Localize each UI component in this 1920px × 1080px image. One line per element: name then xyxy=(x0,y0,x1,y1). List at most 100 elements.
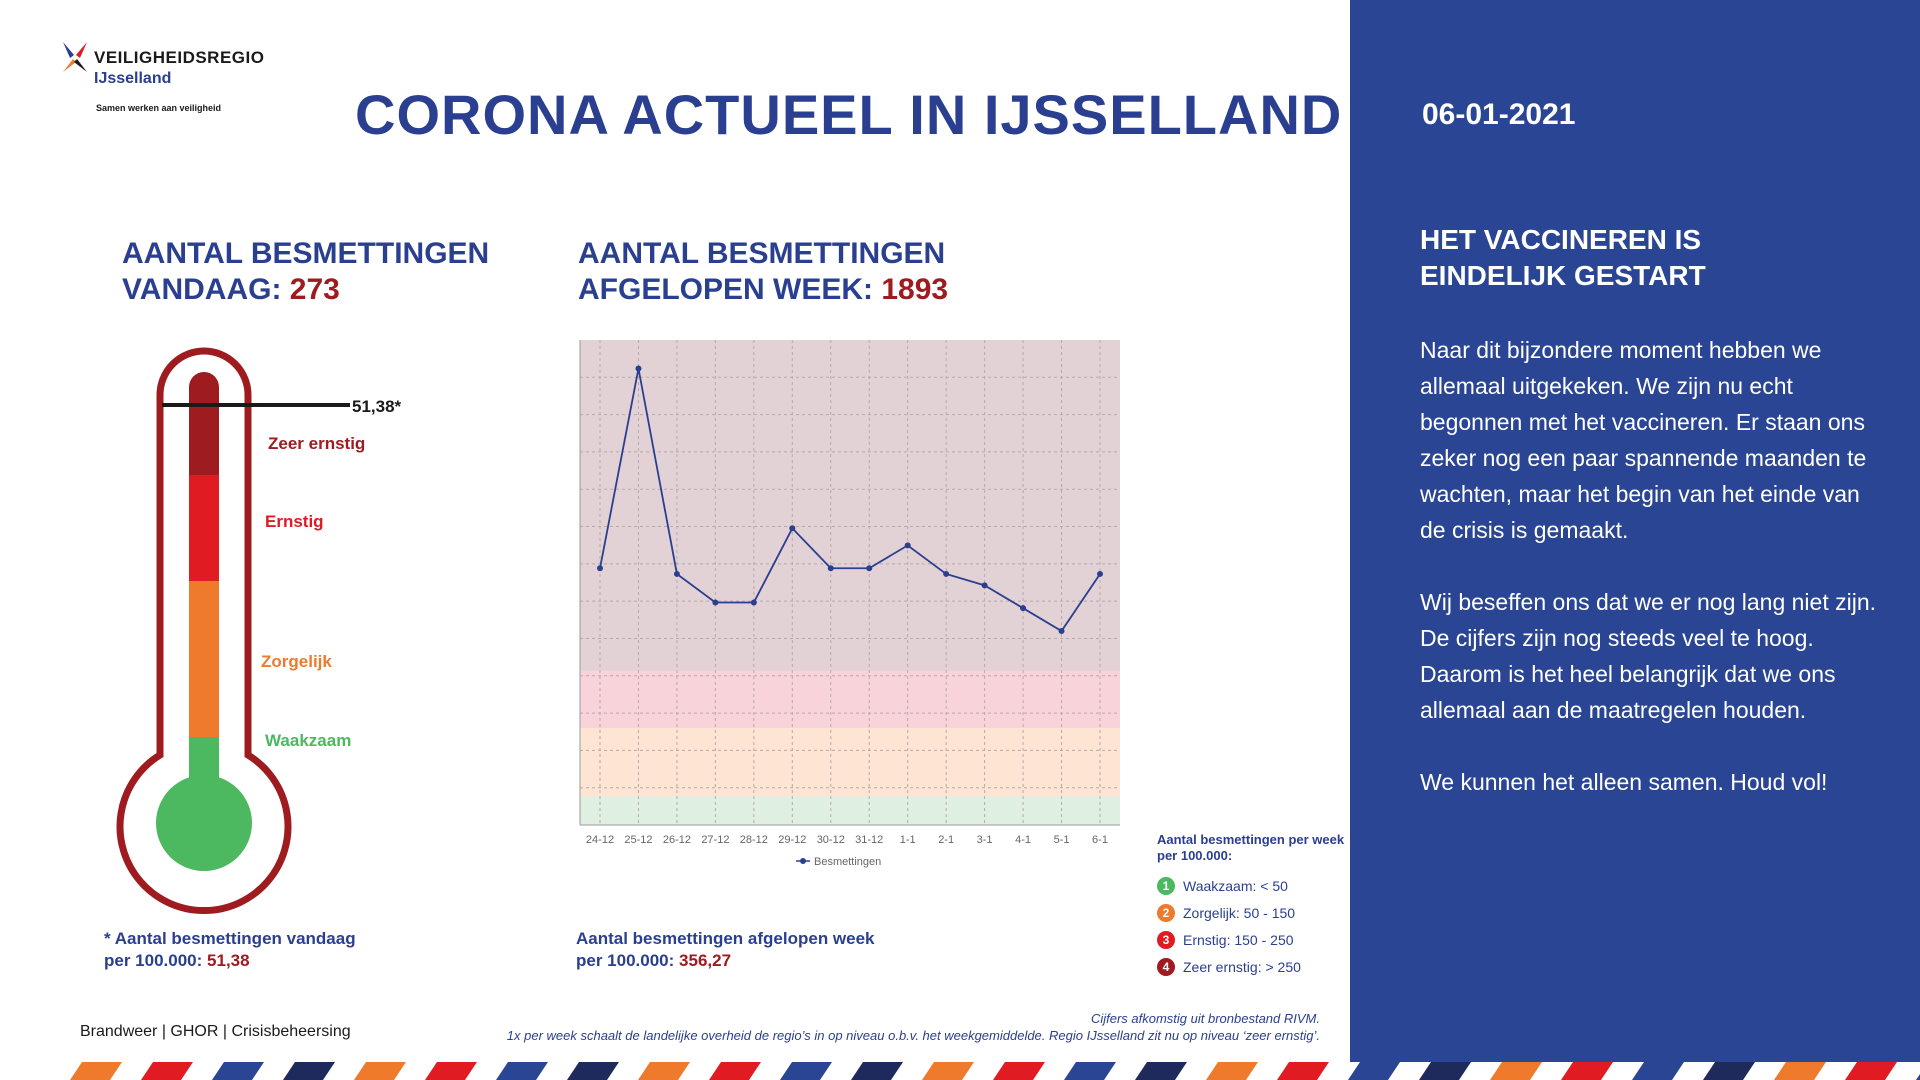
stripe-segment xyxy=(1135,1062,1187,1080)
chart-band xyxy=(580,796,1120,825)
legend-item-text: Zorgelijk: 50 - 150 xyxy=(1183,904,1296,921)
chart-data-point xyxy=(1058,628,1065,634)
legend-item-zeer-ernstig: 4 Zeer ernstig: > 250 xyxy=(1157,953,1347,980)
chart-legend-marker xyxy=(800,858,806,864)
chart-series-line xyxy=(599,368,1101,633)
chart-x-tick-label: 24-12 xyxy=(586,834,614,846)
week-footnote-label: per 100.000: xyxy=(576,951,675,970)
level-legend: Aantal besmettingen per week per 100.000… xyxy=(1157,832,1347,980)
stripe-segment xyxy=(851,1062,903,1080)
week-label-line1: AANTAL BESMETTINGEN xyxy=(578,237,946,270)
stripe-segment xyxy=(1561,1062,1613,1080)
chart-data-point xyxy=(597,565,603,572)
week-value: 1893 xyxy=(881,273,949,306)
week-label-line2: AFGELOPEN WEEK: xyxy=(578,273,874,306)
chart-x-tick-label: 6-1 xyxy=(1092,834,1108,846)
legend-number-badge: 2 xyxy=(1157,903,1175,922)
stripe-segment xyxy=(1703,1062,1755,1080)
stripe-segment xyxy=(212,1062,264,1080)
chart-data-point xyxy=(635,365,642,372)
today-value: 273 xyxy=(289,273,340,306)
stripe-segment xyxy=(1490,1062,1542,1080)
chart-data-point xyxy=(712,599,719,606)
stripe-segment xyxy=(567,1062,619,1080)
today-footnote-label: per 100.000: xyxy=(104,951,203,970)
chart-band xyxy=(580,728,1120,797)
chart-data-point xyxy=(1020,605,1027,612)
chart-data-point xyxy=(866,565,873,572)
source-note: Cijfers afkomstig uit bronbestand RIVM. … xyxy=(507,1010,1320,1044)
chart-data-point xyxy=(827,565,834,572)
stripe-segment xyxy=(1774,1062,1826,1080)
chart-x-tick-label: 3-1 xyxy=(977,834,993,846)
chart-band xyxy=(580,670,1120,728)
stripe-segment xyxy=(283,1062,335,1080)
chart-x-tick-label: 29-12 xyxy=(778,834,806,846)
chart-x-tick-label: 2-1 xyxy=(938,834,954,846)
stripe-segment xyxy=(425,1062,477,1080)
level-zeer-ernstig: Zeer ernstig xyxy=(268,434,365,453)
week-footnote: Aantal besmettingen afgelopen week per 1… xyxy=(576,928,875,972)
logo-mark-icon xyxy=(63,42,87,72)
chart-x-tick-label: 27-12 xyxy=(701,834,729,846)
stripe-segment xyxy=(141,1062,193,1080)
legend-number-badge: 3 xyxy=(1157,930,1175,949)
chart-data-point xyxy=(750,599,757,606)
stripe-segment xyxy=(1348,1062,1400,1080)
legend-item-waakzaam: 1 Waakzaam: < 50 xyxy=(1157,872,1347,899)
report-date: 06-01-2021 xyxy=(1422,98,1576,131)
stripe-segment xyxy=(638,1062,690,1080)
stripe-segment xyxy=(1916,1074,1920,1080)
sidebar-body: Naar dit bijzondere moment hebben we all… xyxy=(1420,332,1880,836)
logo-brand: VEILIGHEIDSREGIO xyxy=(94,48,265,67)
stripe-segment xyxy=(1277,1062,1329,1080)
stripe-segment xyxy=(1206,1062,1258,1080)
today-label-line2: VANDAAG: xyxy=(122,273,282,306)
thermo-zorgelijk-segment xyxy=(189,581,219,737)
sidebar-paragraph: Naar dit bijzondere moment hebben we all… xyxy=(1420,337,1867,543)
chart-data-point xyxy=(789,525,796,532)
stripe-segment xyxy=(1419,1062,1471,1080)
legend-item-zorgelijk: 2 Zorgelijk: 50 - 150 xyxy=(1157,899,1347,926)
chart-data-point xyxy=(673,570,680,577)
week-heading: AANTAL BESMETTINGEN AFGELOPEN WEEK: 1893 xyxy=(578,236,948,308)
chart-band xyxy=(580,340,1120,671)
sidebar-panel: 06-01-2021 HET VACCINEREN IS EINDELIJK G… xyxy=(1350,0,1920,1062)
week-footnote-value: 356,27 xyxy=(679,951,732,970)
source-line-2: 1x per week schaalt de landelijke overhe… xyxy=(506,1028,1320,1043)
stripe-segment xyxy=(993,1062,1045,1080)
stripe-segment xyxy=(70,1062,122,1080)
legend-number-badge: 4 xyxy=(1157,957,1175,976)
page-title: CORONA ACTUEEL IN IJSSELLAND xyxy=(355,83,1343,146)
sidebar-paragraph: Wij beseffen ons dat we er nog lang niet… xyxy=(1420,589,1877,723)
stripe-segment xyxy=(922,1062,974,1080)
logo-region: IJsselland xyxy=(94,70,172,87)
chart-x-tick-label: 30-12 xyxy=(817,834,845,846)
level-ernstig: Ernstig xyxy=(265,512,324,531)
legend-item-ernstig: 3 Ernstig: 150 - 250 xyxy=(1157,926,1347,953)
thermo-marker-label: 51,38* xyxy=(352,397,402,416)
stripe-segment xyxy=(709,1062,761,1080)
stripe-segment xyxy=(780,1062,832,1080)
today-footnote-value: 51,38 xyxy=(207,951,250,970)
sidebar-heading-line1: HET VACCINEREN IS xyxy=(1420,224,1702,255)
sidebar-heading-line2: EINDELIJK GESTART xyxy=(1420,260,1706,291)
chart-data-point xyxy=(1097,570,1103,577)
legend-item-text: Ernstig: 150 - 250 xyxy=(1183,931,1294,948)
sidebar-heading: HET VACCINEREN IS EINDELIJK GESTART xyxy=(1420,222,1840,294)
today-footnote-line1: * Aantal besmettingen vandaag xyxy=(104,929,356,948)
stripe-segment xyxy=(1632,1062,1684,1080)
logo-tagline: Samen werken aan veiligheid xyxy=(96,103,222,113)
stripe-segment xyxy=(354,1062,406,1080)
level-waakzaam: Waakzaam xyxy=(265,731,351,750)
thermo-ernstig-segment xyxy=(189,475,219,581)
week-footnote-line1: Aantal besmettingen afgelopen week xyxy=(576,929,875,948)
stripe-segment xyxy=(1845,1062,1897,1080)
source-line-1: Cijfers afkomstig uit bronbestand RIVM. xyxy=(1090,1011,1320,1026)
level-legend-title: Aantal besmettingen per week per 100.000… xyxy=(1157,832,1345,863)
today-label-line1: AANTAL BESMETTINGEN xyxy=(122,237,490,270)
chart-x-tick-label: 1-1 xyxy=(900,834,916,846)
chart-x-tick-label: 26-12 xyxy=(663,834,691,846)
chart-x-tick-label: 25-12 xyxy=(624,834,652,846)
chart-x-tick-label: 28-12 xyxy=(740,834,768,846)
